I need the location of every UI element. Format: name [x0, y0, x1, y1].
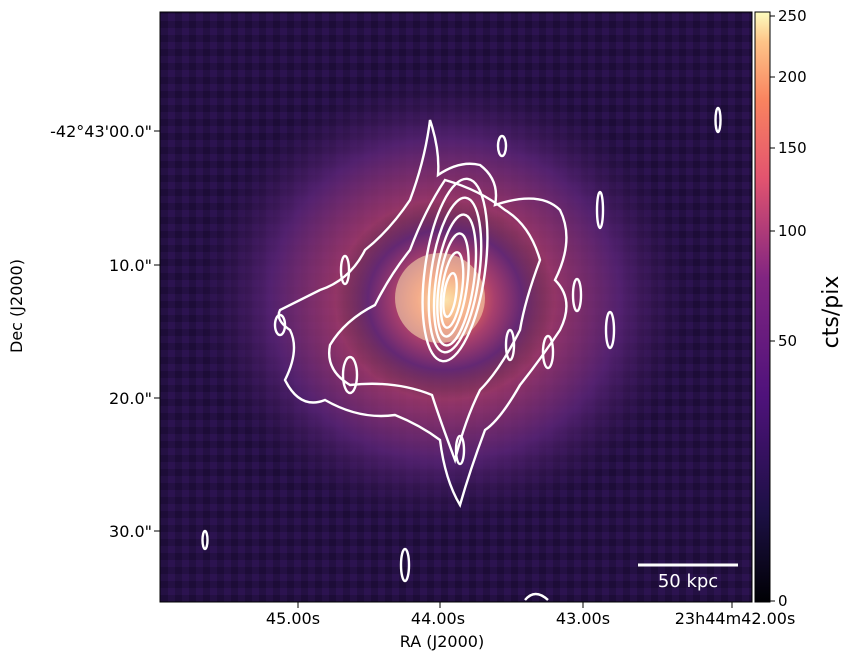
colorbar-tick-label: 0: [778, 592, 788, 610]
x-tick-label: 44.00s: [411, 609, 465, 628]
scale-bar: 50 kpc: [638, 563, 738, 592]
x-axis-label: RA (J2000): [400, 632, 484, 651]
image-panel: 50 kpc: [160, 12, 752, 602]
image-frame: [159, 11, 753, 603]
colorbar-tick-label: 50: [778, 332, 797, 350]
y-tick-label: 10.0": [109, 256, 152, 275]
colorbar-tick-label: 200: [778, 68, 807, 86]
x-tick-label: 23h44m42.00s: [675, 609, 796, 628]
y-axis: -42°43'00.0" 10.0" 20.0" 30.0" Dec (J200…: [7, 122, 160, 541]
colorbar-tick-label: 100: [778, 222, 807, 240]
colorbar: 250 200 150 100 50 0 cts/pix: [754, 7, 844, 610]
colorbar-tick-label: 150: [778, 139, 807, 157]
x-tick-label: 43.00s: [556, 609, 610, 628]
scale-bar-label: 50 kpc: [658, 571, 718, 592]
x-tick-label: 45.00s: [266, 609, 320, 628]
y-axis-label: Dec (J2000): [7, 259, 26, 353]
y-tick-label: -42°43'00.0": [50, 122, 152, 141]
radio-contours: [201, 106, 722, 601]
y-tick-label: 30.0": [109, 522, 152, 541]
x-axis: 45.00s 44.00s 43.00s 23h44m42.00s RA (J2…: [266, 602, 795, 651]
y-tick-label: 20.0": [109, 389, 152, 408]
colorbar-tick-label: 250: [778, 7, 807, 25]
colorbar-label: cts/pix: [819, 276, 844, 349]
